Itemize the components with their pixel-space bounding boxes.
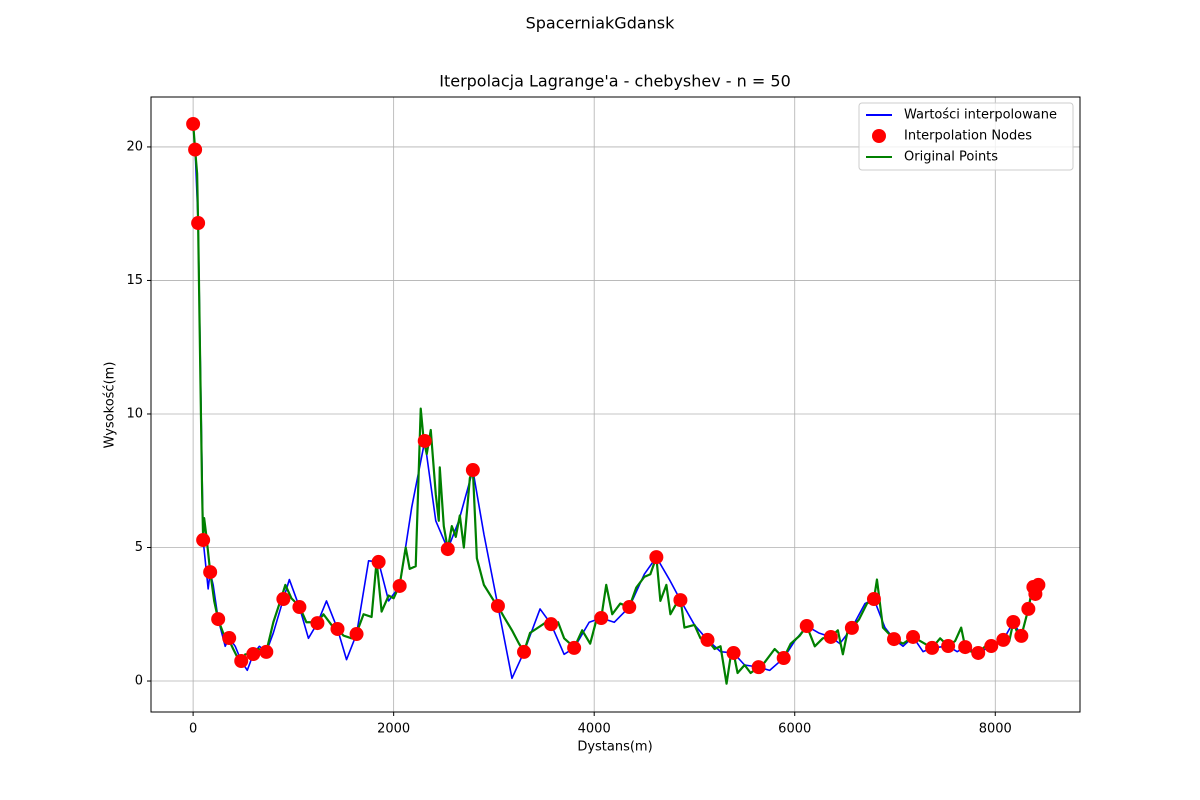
node-point bbox=[622, 600, 637, 615]
node-point bbox=[906, 629, 921, 644]
x-tick-label: 8000 bbox=[979, 722, 1012, 737]
x-tick-label: 4000 bbox=[578, 722, 611, 737]
node-point bbox=[567, 640, 582, 655]
node-point bbox=[1014, 628, 1029, 643]
y-tick-label: 10 bbox=[126, 406, 143, 421]
node-point bbox=[222, 631, 237, 646]
node-point bbox=[925, 640, 940, 655]
legend-box bbox=[858, 102, 1074, 171]
y-tick-label: 5 bbox=[135, 540, 143, 555]
x-axis-label: Dystans(m) bbox=[577, 740, 652, 755]
node-point bbox=[203, 565, 218, 580]
node-point bbox=[490, 598, 505, 613]
axes-frame bbox=[150, 96, 1081, 713]
node-point bbox=[799, 619, 814, 634]
node-point bbox=[594, 611, 609, 626]
node-point bbox=[649, 550, 664, 565]
node-point bbox=[196, 533, 211, 548]
node-point bbox=[1006, 615, 1021, 630]
legend-label: Original Points bbox=[904, 150, 998, 165]
x-tick-label: 0 bbox=[189, 722, 197, 737]
node-point bbox=[234, 653, 249, 668]
x-tick-label: 6000 bbox=[778, 722, 811, 737]
node-point bbox=[392, 578, 407, 593]
node-point bbox=[1021, 601, 1036, 616]
node-point bbox=[259, 644, 274, 659]
node-point bbox=[440, 542, 455, 557]
node-point bbox=[517, 644, 532, 659]
legend-swatch bbox=[872, 129, 886, 143]
node-point bbox=[276, 592, 291, 607]
node-point bbox=[349, 627, 364, 642]
node-point bbox=[371, 554, 386, 569]
node-point bbox=[958, 640, 973, 655]
node-point bbox=[866, 592, 881, 607]
node-point bbox=[971, 645, 986, 660]
suptitle: SpacerniakGdansk bbox=[526, 14, 676, 33]
node-point bbox=[984, 639, 999, 654]
node-point bbox=[417, 433, 432, 448]
node-point bbox=[465, 463, 480, 478]
node-point bbox=[726, 645, 741, 660]
node-point bbox=[776, 651, 791, 666]
chart-title: Iterpolacja Lagrange'a - chebyshev - n =… bbox=[439, 72, 791, 91]
node-point bbox=[246, 647, 261, 662]
node-point bbox=[330, 621, 345, 636]
node-point bbox=[191, 216, 206, 231]
node-point bbox=[886, 632, 901, 647]
legend-label: Interpolation Nodes bbox=[904, 129, 1032, 144]
y-tick-label: 0 bbox=[135, 674, 143, 689]
node-point bbox=[996, 632, 1011, 647]
x-tick-label: 2000 bbox=[377, 722, 410, 737]
legend-label: Wartości interpolowane bbox=[904, 108, 1057, 123]
node-point bbox=[823, 629, 838, 644]
node-point bbox=[1031, 577, 1046, 592]
node-point bbox=[186, 116, 201, 131]
node-point bbox=[310, 616, 325, 631]
node-point bbox=[544, 617, 559, 632]
data-line bbox=[192, 123, 1040, 680]
node-point bbox=[700, 632, 715, 647]
data-line bbox=[192, 122, 1040, 685]
y-tick-label: 20 bbox=[126, 139, 143, 154]
node-point bbox=[188, 142, 203, 157]
node-point bbox=[751, 660, 766, 675]
node-point bbox=[211, 612, 226, 627]
node-point bbox=[673, 593, 688, 608]
node-point bbox=[292, 600, 307, 615]
node-point bbox=[844, 620, 859, 635]
y-axis-label: Wysokość(m) bbox=[103, 362, 118, 449]
y-tick-label: 15 bbox=[126, 273, 143, 288]
node-point bbox=[941, 639, 956, 654]
